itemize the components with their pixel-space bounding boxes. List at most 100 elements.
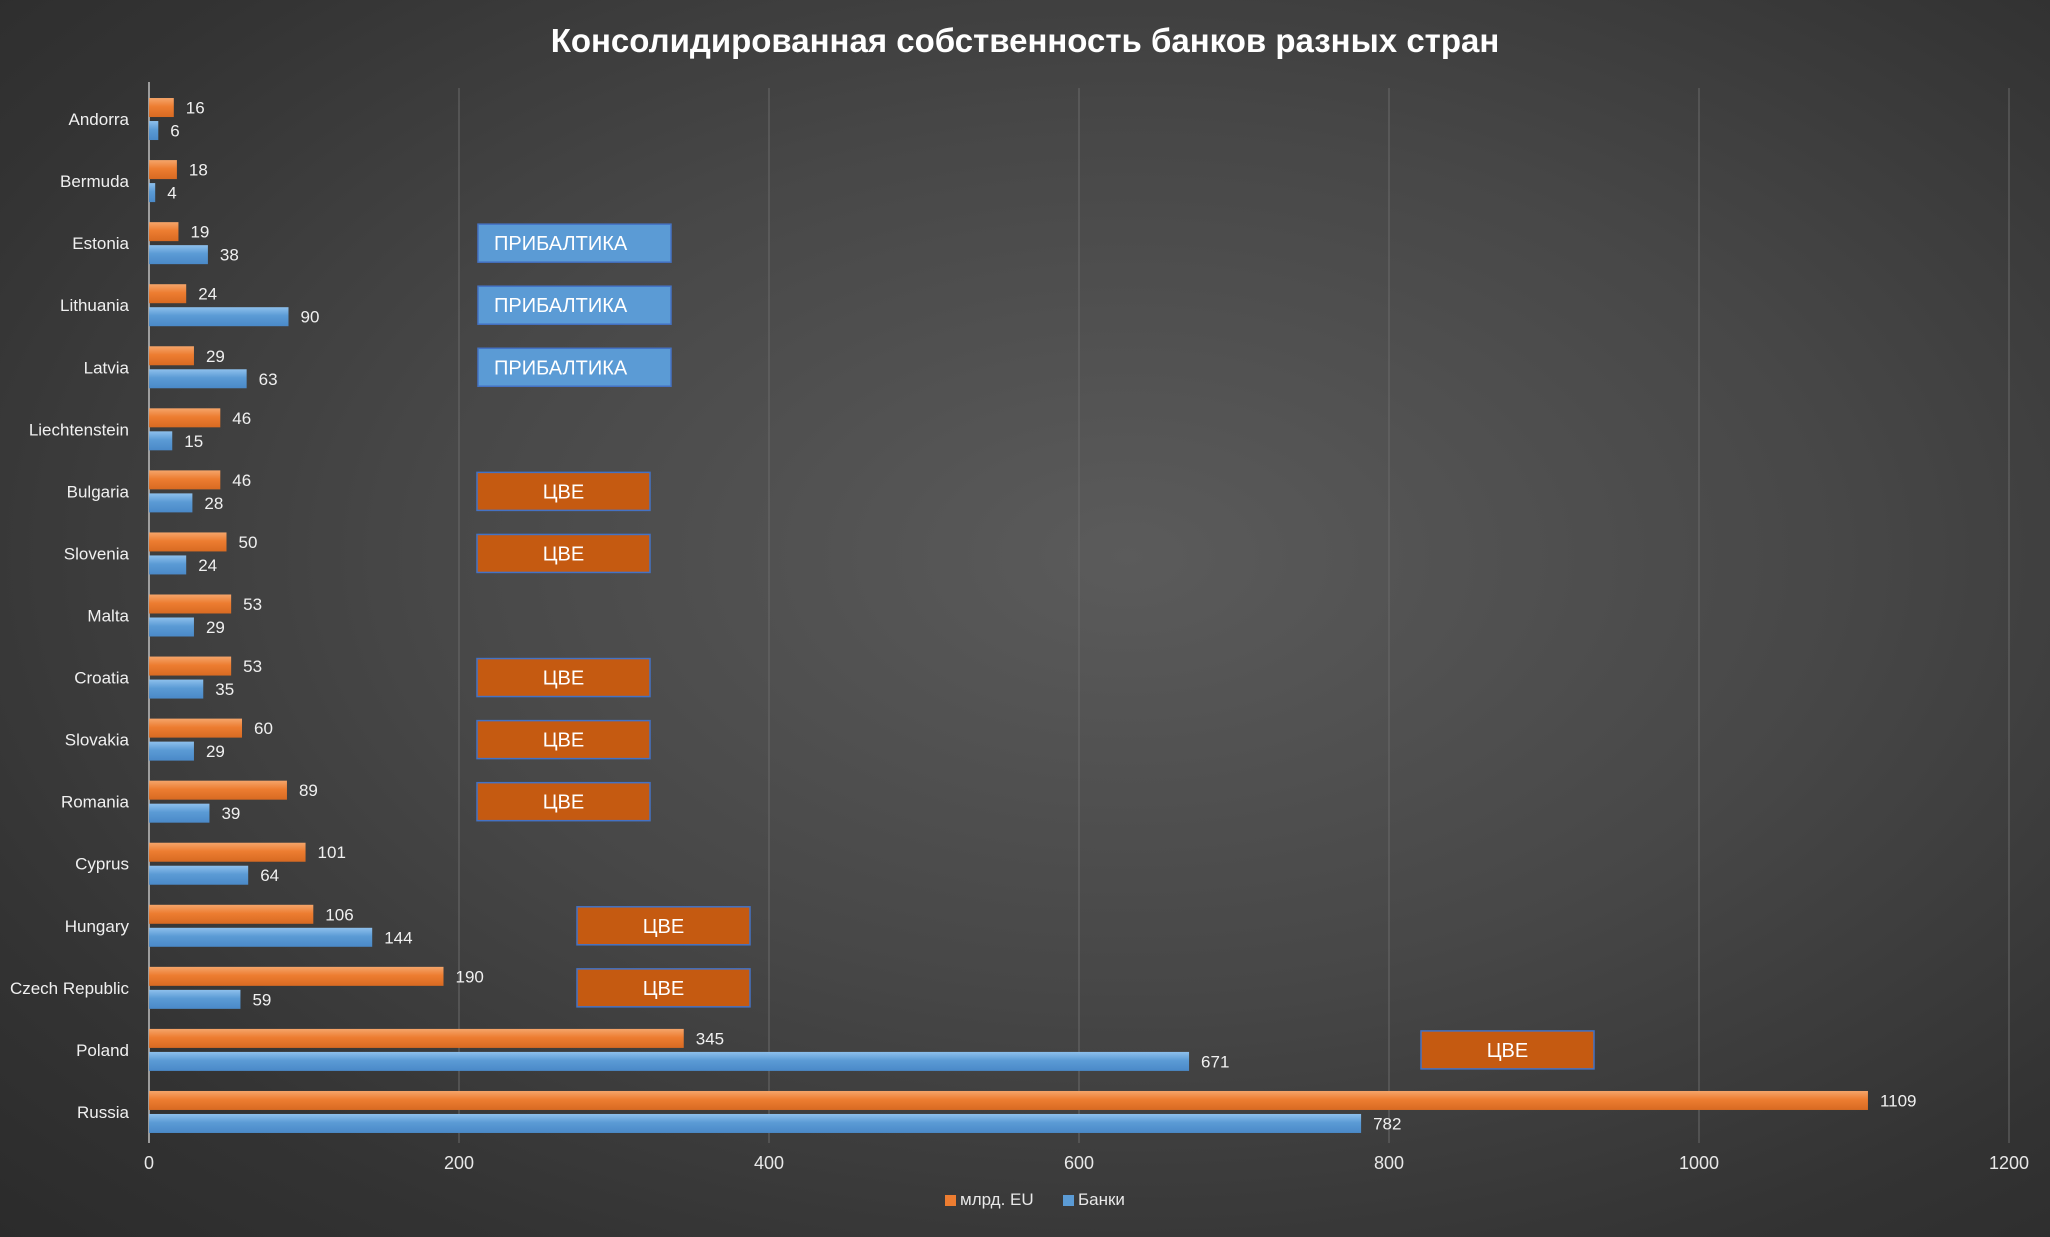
bar-banks xyxy=(149,555,187,575)
bar-banks xyxy=(149,183,156,203)
annotation-label: ПРИБАЛТИКА xyxy=(494,357,628,379)
bar-banks xyxy=(149,617,194,637)
bar-banks xyxy=(149,927,373,947)
category-label: Poland xyxy=(76,1041,129,1060)
chart-title: Консолидированная собственность банков р… xyxy=(551,22,1500,59)
data-label: 63 xyxy=(259,370,278,389)
bar-banks xyxy=(149,865,249,885)
category-label: Hungary xyxy=(65,917,130,936)
data-label: 50 xyxy=(239,533,258,552)
bar-eur xyxy=(149,718,242,738)
bar-eur xyxy=(149,532,227,552)
annotation-box xyxy=(476,533,651,574)
annotation-label: ЦВЕ xyxy=(643,978,684,1000)
annotation-box xyxy=(477,285,672,325)
legend-label: Банки xyxy=(1078,1190,1125,1209)
category-label: Croatia xyxy=(74,669,129,688)
cee-annotation: ЦВЕ xyxy=(1420,1030,1595,1070)
baltic-annotation: ПРИБАЛТИКА xyxy=(477,347,672,388)
annotation-box xyxy=(476,781,651,822)
bar-banks xyxy=(149,493,193,513)
bar-eur xyxy=(149,780,287,800)
bar-eur xyxy=(149,1028,684,1048)
bar-banks xyxy=(149,431,173,451)
data-label: 64 xyxy=(260,866,279,885)
data-label: 101 xyxy=(318,843,346,862)
data-label: 671 xyxy=(1201,1052,1229,1071)
data-label: 53 xyxy=(243,595,262,614)
data-label: 59 xyxy=(252,990,271,1009)
data-label: 46 xyxy=(232,471,251,490)
x-tick-label: 600 xyxy=(1064,1153,1094,1173)
data-label: 24 xyxy=(198,556,217,575)
bar-eur xyxy=(149,656,232,676)
data-label: 18 xyxy=(189,161,208,180)
data-label: 35 xyxy=(215,680,234,699)
annotation-label: ЦВЕ xyxy=(643,916,684,938)
data-label: 190 xyxy=(456,967,484,986)
bar-banks xyxy=(149,369,247,389)
category-label: Lithuania xyxy=(60,296,130,315)
bar-banks xyxy=(149,1113,1362,1133)
annotation-label: ПРИБАЛТИКА xyxy=(494,233,628,255)
annotation-box xyxy=(476,657,651,698)
x-tick-label: 800 xyxy=(1374,1153,1404,1173)
data-label: 89 xyxy=(299,781,318,800)
annotation-box xyxy=(477,223,672,263)
annotation-label: ПРИБАЛТИКА xyxy=(494,295,628,317)
bar-eur xyxy=(149,98,174,118)
bar-eur xyxy=(149,1090,1868,1110)
data-label: 16 xyxy=(186,99,205,118)
bar-banks xyxy=(149,307,289,327)
bar-banks xyxy=(149,121,159,141)
category-label: Cyprus xyxy=(75,855,129,874)
category-label: Liechtenstein xyxy=(29,420,129,439)
bar-banks xyxy=(149,245,208,265)
cee-annotation: ЦВЕ xyxy=(476,781,651,822)
bar-eur xyxy=(149,160,177,180)
category-label: Bulgaria xyxy=(67,482,130,501)
data-label: 46 xyxy=(232,409,251,428)
annotation-box xyxy=(476,719,651,760)
category-labels: Andorra Bermuda Estonia Lithuania Latvia Liec… xyxy=(10,110,130,1122)
bar-banks xyxy=(149,803,210,823)
category-label: Latvia xyxy=(84,358,130,377)
legend: млрд. EU Банки xyxy=(945,1190,1125,1209)
data-label: 53 xyxy=(243,657,262,676)
cee-annotation: ЦВЕ xyxy=(476,471,651,512)
x-tick-labels: 0 200 400 600 800 1000 1200 xyxy=(144,1153,2029,1173)
annotation-box xyxy=(576,968,751,1008)
category-label: Slovenia xyxy=(64,544,130,563)
bar-eur xyxy=(149,966,444,986)
annotation-label: ЦВЕ xyxy=(543,792,584,814)
data-label: 24 xyxy=(198,285,217,304)
data-label: 782 xyxy=(1373,1114,1401,1133)
bar-eur xyxy=(149,594,232,614)
data-label: 144 xyxy=(384,928,412,947)
annotation-label: ЦВЕ xyxy=(543,730,584,752)
annotation-label: ЦВЕ xyxy=(543,543,584,565)
cee-annotation: ЦВЕ xyxy=(576,968,751,1008)
annotation-label: ЦВЕ xyxy=(543,481,584,503)
data-label: 15 xyxy=(184,432,203,451)
annotation-label: ЦВЕ xyxy=(1487,1040,1528,1062)
data-label: 39 xyxy=(221,804,240,823)
category-label: Czech Republic xyxy=(10,979,130,998)
x-tick-label: 1000 xyxy=(1679,1153,1719,1173)
data-label: 29 xyxy=(206,742,225,761)
cee-annotation: ЦВЕ xyxy=(576,906,751,946)
legend-label: млрд. EU xyxy=(960,1190,1034,1209)
data-label: 4 xyxy=(167,184,176,203)
x-tick-label: 400 xyxy=(754,1153,784,1173)
annotation-label: ЦВЕ xyxy=(543,668,584,690)
category-label: Slovakia xyxy=(65,731,130,750)
x-tick-label: 0 xyxy=(144,1153,154,1173)
data-label: 60 xyxy=(254,719,273,738)
data-label: 1109 xyxy=(1880,1091,1917,1110)
bars xyxy=(149,98,1868,1133)
category-label: Andorra xyxy=(69,110,130,129)
bar-eur xyxy=(149,408,221,428)
bar-banks xyxy=(149,741,194,761)
baltic-annotation: ПРИБАЛТИКА xyxy=(477,223,672,263)
